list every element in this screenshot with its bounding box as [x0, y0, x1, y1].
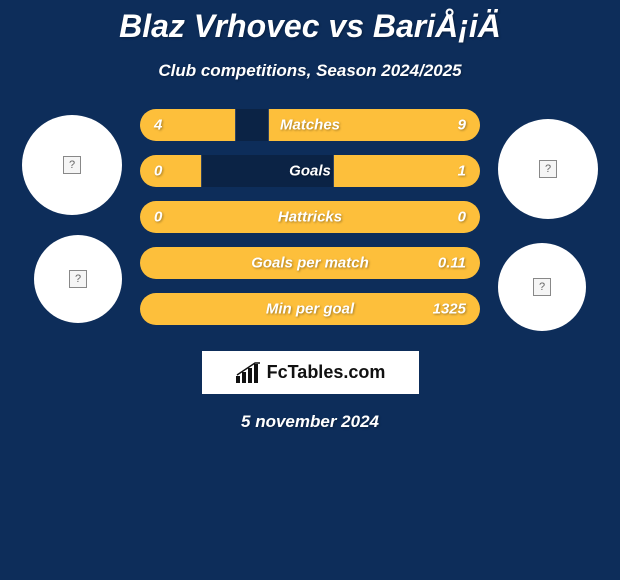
comparison-widget: Blaz Vrhovec vs BariÅ¡iÄ Club competitio… [0, 0, 620, 432]
bars-logo-icon [235, 362, 261, 384]
stat-right-value: 0 [458, 209, 466, 226]
player2-photo-avatar: ? [498, 119, 598, 219]
stat-row: Goals per match 0.11 [140, 247, 480, 279]
stat-right-value: 1 [458, 163, 466, 180]
stat-label: Goals [289, 163, 331, 180]
image-placeholder-icon: ? [533, 278, 551, 296]
stat-left-value: 0 [154, 163, 162, 180]
image-placeholder-icon: ? [63, 156, 81, 174]
stat-right-value: 1325 [433, 301, 466, 318]
player1-club-avatar: ? [34, 235, 122, 323]
footer: FcTables.com 5 november 2024 [0, 351, 620, 432]
stat-label: Matches [280, 117, 340, 134]
stats-list: 4 Matches 9 0 Goals 1 0 Hattricks 0 Goals per mat… [140, 109, 480, 325]
left-avatars-column: ? ? [22, 109, 122, 323]
player2-club-avatar: ? [498, 243, 586, 331]
stat-row: 0 Goals 1 [140, 155, 480, 187]
main-content: ? ? 4 Matches 9 0 Goals 1 0 Hattricks 0 Goals per… [0, 109, 620, 331]
date-label: 5 november 2024 [241, 412, 379, 432]
right-avatars-column: ? ? [498, 109, 598, 331]
brand-label: FcTables.com [267, 362, 386, 383]
stat-left-value: 4 [154, 117, 162, 134]
stat-label: Hattricks [278, 209, 342, 226]
brand-box[interactable]: FcTables.com [202, 351, 419, 394]
stat-row: 0 Hattricks 0 [140, 201, 480, 233]
stat-mid-gap [235, 109, 269, 141]
stat-row: Min per goal 1325 [140, 293, 480, 325]
stat-right-value: 9 [458, 117, 466, 134]
image-placeholder-icon: ? [69, 270, 87, 288]
stat-right-value: 0.11 [438, 255, 466, 272]
image-placeholder-icon: ? [539, 160, 557, 178]
stat-left-fill [140, 155, 201, 187]
season-subtitle: Club competitions, Season 2024/2025 [0, 61, 620, 81]
player1-photo-avatar: ? [22, 115, 122, 215]
page-title: Blaz Vrhovec vs BariÅ¡iÄ [0, 8, 620, 45]
stat-left-value: 0 [154, 209, 162, 226]
stat-row: 4 Matches 9 [140, 109, 480, 141]
stat-label: Min per goal [266, 301, 354, 318]
stat-label: Goals per match [251, 255, 369, 272]
